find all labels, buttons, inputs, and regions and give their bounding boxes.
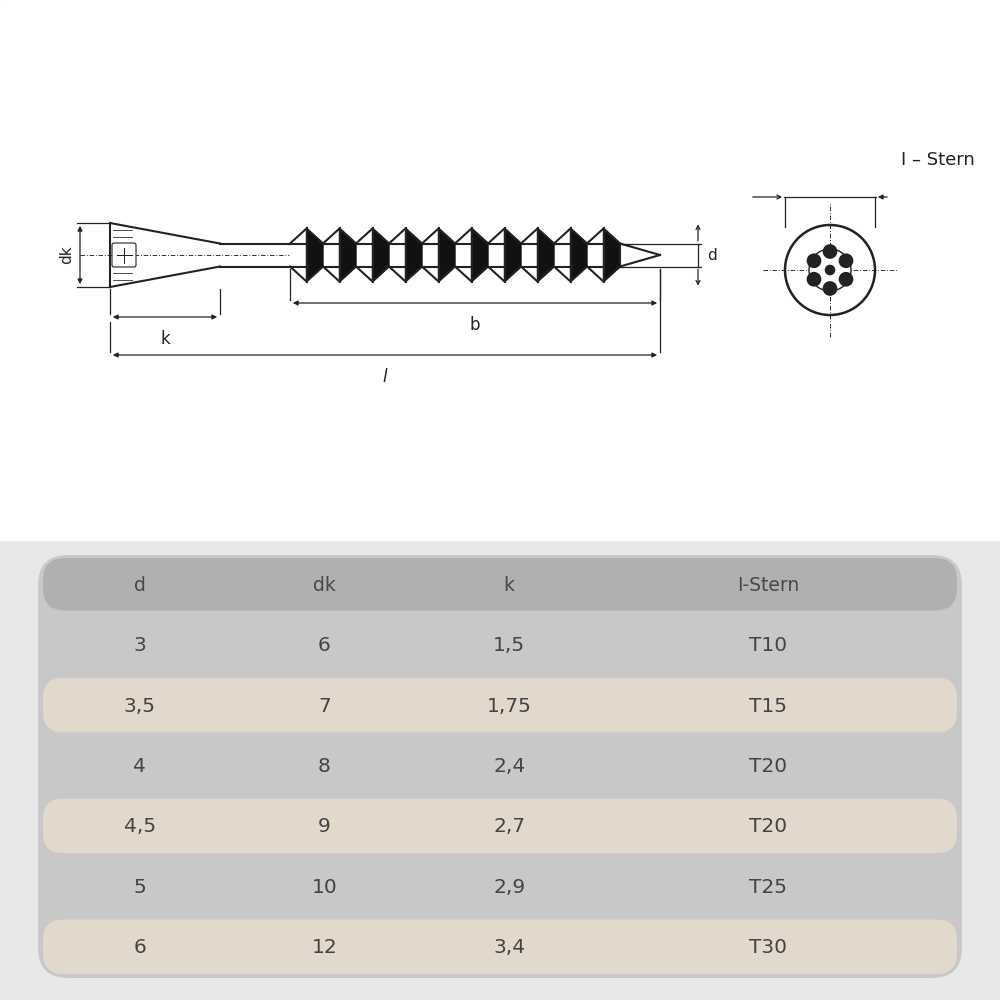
Circle shape xyxy=(807,253,821,268)
Polygon shape xyxy=(220,243,290,266)
Circle shape xyxy=(807,272,821,287)
Circle shape xyxy=(839,272,853,287)
Polygon shape xyxy=(306,228,323,282)
Text: 8: 8 xyxy=(318,757,331,776)
Text: 4: 4 xyxy=(133,757,146,776)
Text: 4,5: 4,5 xyxy=(124,817,156,836)
Bar xyxy=(0,0,1000,540)
Text: T20: T20 xyxy=(749,817,787,836)
Text: 3,5: 3,5 xyxy=(124,697,156,716)
Text: T25: T25 xyxy=(749,878,787,897)
Circle shape xyxy=(839,253,853,268)
Text: 2,9: 2,9 xyxy=(493,878,525,897)
Text: 7: 7 xyxy=(318,697,331,716)
Text: T15: T15 xyxy=(749,697,787,716)
Polygon shape xyxy=(620,243,660,266)
Polygon shape xyxy=(570,228,587,282)
Text: T10: T10 xyxy=(749,636,787,655)
Text: 5: 5 xyxy=(133,878,146,897)
FancyBboxPatch shape xyxy=(38,555,962,978)
FancyBboxPatch shape xyxy=(112,243,136,267)
Polygon shape xyxy=(604,228,620,282)
FancyBboxPatch shape xyxy=(43,799,957,853)
Polygon shape xyxy=(438,228,455,282)
Polygon shape xyxy=(110,223,220,287)
Text: 10: 10 xyxy=(312,878,337,897)
Text: 6: 6 xyxy=(318,636,331,655)
Text: 3,4: 3,4 xyxy=(493,938,525,957)
Text: 1,75: 1,75 xyxy=(487,697,532,716)
Text: I-Stern: I-Stern xyxy=(737,576,799,595)
Text: 1,5: 1,5 xyxy=(493,636,525,655)
Polygon shape xyxy=(372,228,389,282)
Text: l: l xyxy=(383,368,387,386)
FancyBboxPatch shape xyxy=(43,558,957,610)
Polygon shape xyxy=(340,228,356,282)
Text: 12: 12 xyxy=(312,938,337,957)
Text: 9: 9 xyxy=(318,817,331,836)
Text: 2,4: 2,4 xyxy=(493,757,525,776)
Polygon shape xyxy=(406,228,422,282)
Text: I – Stern: I – Stern xyxy=(901,151,975,169)
Polygon shape xyxy=(505,228,521,282)
Polygon shape xyxy=(472,228,488,282)
Circle shape xyxy=(823,244,837,259)
Circle shape xyxy=(823,281,837,296)
Polygon shape xyxy=(538,228,554,282)
Text: k: k xyxy=(504,576,515,595)
Text: d: d xyxy=(134,576,146,595)
Circle shape xyxy=(785,225,875,315)
Polygon shape xyxy=(290,228,620,282)
Text: 2,7: 2,7 xyxy=(493,817,525,836)
FancyBboxPatch shape xyxy=(43,920,957,974)
Text: k: k xyxy=(160,330,170,348)
Text: T30: T30 xyxy=(749,938,787,957)
Text: T20: T20 xyxy=(749,757,787,776)
Text: b: b xyxy=(470,316,480,334)
Text: dk: dk xyxy=(60,246,74,264)
Circle shape xyxy=(809,249,851,291)
Text: 6: 6 xyxy=(133,938,146,957)
Circle shape xyxy=(825,265,835,275)
Text: d: d xyxy=(707,247,717,262)
Text: 3: 3 xyxy=(133,636,146,655)
Text: dk: dk xyxy=(313,576,336,595)
FancyBboxPatch shape xyxy=(43,678,957,732)
